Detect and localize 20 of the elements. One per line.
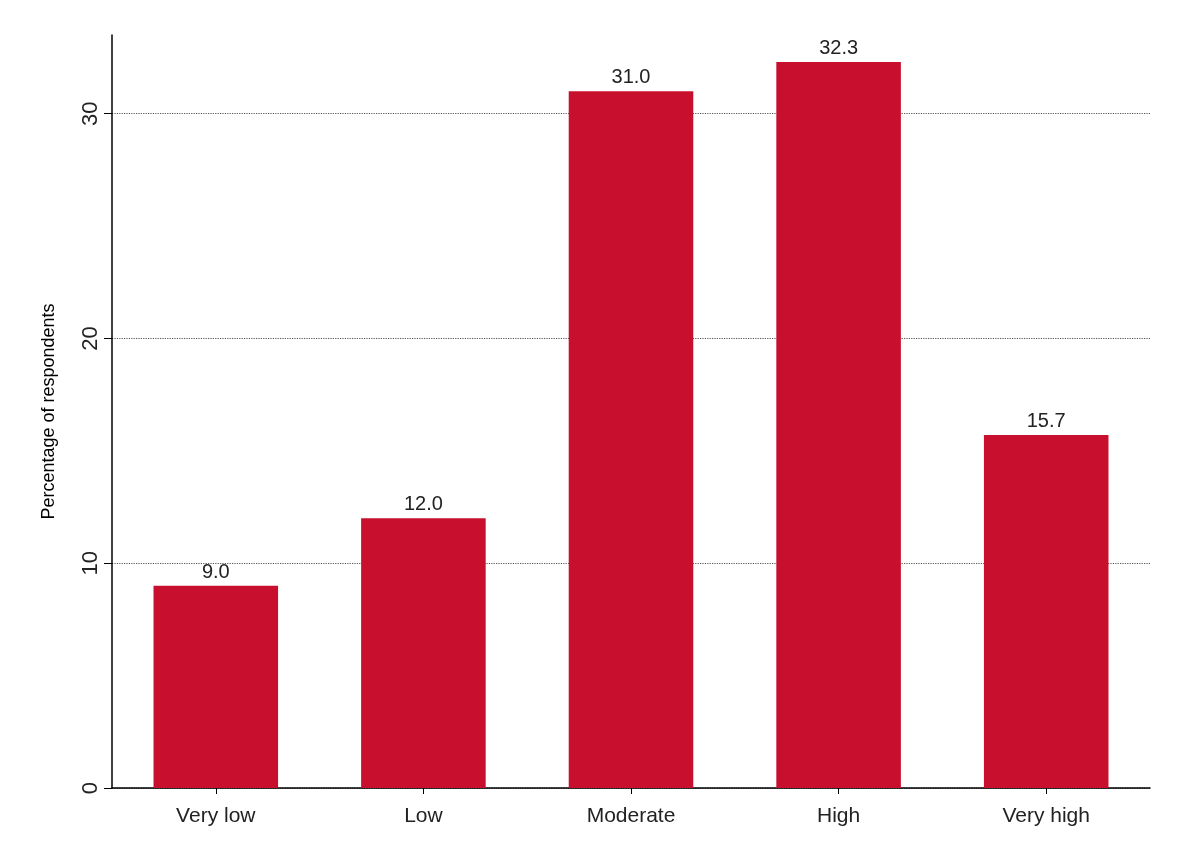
data-label: 12.0 <box>403 492 443 515</box>
bar <box>361 518 486 788</box>
bar <box>776 61 901 788</box>
data-label: 31.0 <box>611 65 651 88</box>
y-axis-title: Percentage of respondents <box>38 303 58 520</box>
x-tick-label: Very low <box>176 803 257 826</box>
x-tick-label: Low <box>404 803 444 826</box>
bar <box>983 435 1109 788</box>
y-tick-label: 30 <box>76 101 102 126</box>
x-tick-label: High <box>817 803 861 826</box>
data-label: 15.7 <box>1026 409 1066 432</box>
bar <box>568 91 694 788</box>
y-tick-label: 20 <box>76 326 102 351</box>
bar <box>153 585 279 788</box>
data-label: 9.0 <box>201 559 230 582</box>
y-tick-label: 10 <box>76 550 102 576</box>
data-label: 32.3 <box>819 35 859 58</box>
x-tick-label: Moderate <box>586 803 676 826</box>
y-tick-label: 0 <box>76 781 102 795</box>
x-tick-label: Very high <box>1002 803 1090 826</box>
